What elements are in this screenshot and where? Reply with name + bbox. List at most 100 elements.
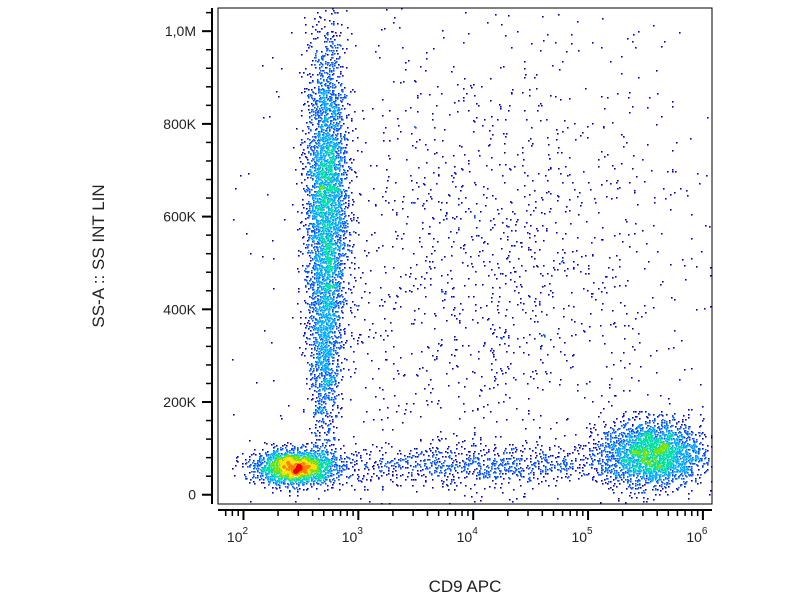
event-dot	[273, 380, 275, 382]
event-dot	[317, 264, 319, 266]
event-dot	[611, 378, 613, 380]
event-dot	[705, 451, 707, 453]
event-dot	[396, 214, 398, 216]
event-dot	[390, 479, 392, 481]
event-dot	[305, 446, 307, 448]
event-dot	[446, 213, 448, 215]
event-dot	[331, 331, 333, 333]
event-dot	[382, 245, 384, 247]
event-dot	[350, 307, 352, 309]
event-dot	[332, 484, 334, 486]
event-dot	[623, 390, 625, 392]
event-dot	[461, 467, 463, 469]
event-dot	[420, 439, 422, 441]
event-dot	[694, 442, 696, 444]
event-dot	[462, 185, 464, 187]
event-dot	[546, 314, 548, 316]
event-dot	[329, 428, 331, 430]
event-dot	[700, 425, 702, 427]
event-dot	[527, 481, 529, 483]
event-dot	[298, 250, 300, 252]
event-dot	[307, 338, 309, 340]
event-dot	[339, 264, 341, 266]
event-dot	[434, 250, 436, 252]
event-dot	[315, 253, 317, 255]
event-dot	[451, 466, 453, 468]
event-dot	[367, 489, 369, 491]
event-dot	[508, 226, 510, 228]
event-dot	[564, 464, 566, 466]
event-dot	[304, 450, 306, 452]
event-dot	[310, 82, 312, 84]
event-dot	[590, 189, 592, 191]
event-dot	[522, 445, 524, 447]
event-dot	[337, 98, 339, 100]
event-dot	[314, 229, 316, 231]
event-dot	[466, 472, 468, 474]
event-dot	[596, 481, 598, 483]
event-dot	[685, 441, 687, 443]
event-dot	[552, 296, 554, 298]
event-dot	[328, 88, 330, 90]
event-dot	[664, 486, 666, 488]
event-dot	[706, 470, 708, 472]
event-dot	[316, 146, 318, 148]
event-dot	[317, 80, 319, 82]
event-dot	[443, 481, 445, 483]
event-dot	[550, 95, 552, 97]
event-dot	[348, 468, 350, 470]
event-dot	[370, 451, 372, 453]
event-dot	[329, 90, 331, 92]
event-dot	[461, 453, 463, 455]
event-dot	[244, 474, 246, 476]
event-dot	[595, 447, 597, 449]
event-dot	[306, 203, 308, 205]
event-dot	[321, 401, 323, 403]
event-dot	[456, 232, 458, 234]
event-dot	[344, 134, 346, 136]
event-dot	[332, 54, 334, 56]
event-dot	[620, 302, 622, 304]
event-dot	[332, 479, 334, 481]
event-dot	[329, 74, 331, 76]
event-dot	[286, 450, 288, 452]
event-dot	[245, 459, 247, 461]
event-dot	[535, 370, 537, 372]
event-dot	[660, 395, 662, 397]
event-dot	[513, 463, 515, 465]
event-dot	[509, 499, 511, 501]
event-dot	[326, 41, 328, 43]
event-dot	[276, 91, 278, 93]
event-dot	[395, 231, 397, 233]
event-dot	[687, 431, 689, 433]
event-dot	[301, 76, 303, 78]
event-dot	[438, 343, 440, 345]
event-dot	[508, 335, 510, 337]
event-dot	[606, 276, 608, 278]
event-dot	[516, 474, 518, 476]
event-dot	[478, 474, 480, 476]
event-dot	[319, 64, 321, 66]
event-dot	[510, 458, 512, 460]
event-dot	[306, 280, 308, 282]
event-dot	[409, 290, 411, 292]
event-dot	[314, 322, 316, 324]
event-dot	[337, 405, 339, 407]
event-dot	[335, 47, 337, 49]
event-dot	[472, 460, 474, 462]
event-dot	[705, 449, 707, 451]
event-dot	[306, 244, 308, 246]
event-dot	[333, 118, 335, 120]
event-dot	[662, 482, 664, 484]
event-dot	[314, 390, 316, 392]
event-dot	[672, 171, 674, 173]
event-dot	[543, 457, 545, 459]
event-dot	[674, 299, 676, 301]
event-dot	[529, 89, 531, 91]
event-dot	[430, 379, 432, 381]
event-dot	[672, 101, 674, 103]
event-dot	[335, 373, 337, 375]
event-dot	[313, 111, 315, 113]
event-dot	[701, 459, 703, 461]
event-dot	[382, 487, 384, 489]
